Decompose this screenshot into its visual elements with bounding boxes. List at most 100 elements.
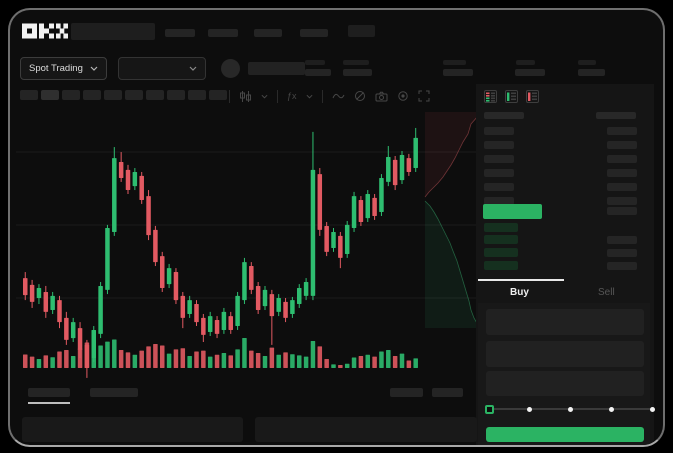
- slider-stop-dot[interactable]: [527, 406, 533, 412]
- timeframe-button[interactable]: [83, 90, 101, 100]
- market-type-selector[interactable]: Spot Trading: [20, 57, 107, 80]
- compare-icon[interactable]: [354, 90, 366, 102]
- ask-amount-placeholder: [607, 197, 637, 205]
- stat-label-placeholder: [343, 60, 369, 65]
- chevron-down-icon: [189, 66, 197, 71]
- stat-value-placeholder: [515, 69, 545, 76]
- bottom-tab-placeholder[interactable]: [90, 388, 138, 397]
- chevron-down-icon: [90, 66, 98, 71]
- timeframe-button[interactable]: [41, 90, 59, 100]
- bid-price-placeholder[interactable]: [484, 261, 518, 270]
- bottom-action-placeholder[interactable]: [432, 388, 463, 397]
- line-wave-icon[interactable]: [332, 91, 345, 101]
- nav-item-placeholder[interactable]: [165, 29, 195, 37]
- stat-value-placeholder: [343, 69, 372, 76]
- ob-header-price-placeholder: [484, 112, 524, 119]
- camera-icon[interactable]: [375, 91, 388, 102]
- ob-header-amount-placeholder: [596, 112, 636, 119]
- stat-label-placeholder: [578, 60, 596, 65]
- stat-label-placeholder: [305, 60, 325, 65]
- nav-item-placeholder[interactable]: [348, 25, 375, 37]
- ask-price-placeholder[interactable]: [484, 169, 514, 177]
- chart-tools: ƒx: [229, 89, 430, 103]
- chevron-down-icon[interactable]: [261, 94, 268, 99]
- bottom-tab-underline: [28, 402, 70, 404]
- tab-buy-label: Buy: [510, 287, 529, 298]
- slider-stop-dot[interactable]: [568, 406, 573, 412]
- stat-label-placeholder: [516, 60, 535, 65]
- last-price-box[interactable]: [483, 204, 542, 219]
- bid-price-placeholder[interactable]: [484, 248, 518, 257]
- volume-bars: [23, 338, 418, 368]
- bid-amount-placeholder: [607, 262, 637, 270]
- timeframe-button[interactable]: [167, 90, 185, 100]
- bottom-action-placeholder[interactable]: [390, 388, 423, 397]
- chevron-down-icon[interactable]: [306, 94, 313, 99]
- ask-amount-placeholder: [607, 141, 637, 149]
- nav-item-placeholder[interactable]: [254, 29, 282, 37]
- book-bids-icon[interactable]: [505, 90, 518, 103]
- candles-icon[interactable]: [239, 90, 252, 103]
- bottom-tab-active-placeholder[interactable]: [28, 388, 70, 397]
- slider-handle[interactable]: [484, 404, 494, 414]
- timeframe-button[interactable]: [209, 90, 227, 100]
- timeframe-button[interactable]: [104, 90, 122, 100]
- amount-input[interactable]: [486, 341, 644, 367]
- timeframe-button[interactable]: [125, 90, 143, 100]
- ask-price-placeholder[interactable]: [484, 127, 514, 135]
- nav-search-placeholder[interactable]: [71, 23, 155, 40]
- okx-logo[interactable]: [22, 23, 68, 39]
- bottom-panel-left: [22, 417, 243, 442]
- ask-amount-placeholder: [607, 183, 637, 191]
- tab-sell-label: Sell: [598, 287, 615, 298]
- bid-price-placeholder[interactable]: [484, 235, 518, 244]
- divider: [229, 89, 230, 103]
- price-input[interactable]: [486, 309, 644, 335]
- timeframe-button[interactable]: [20, 90, 38, 100]
- nav-item-placeholder[interactable]: [300, 29, 328, 37]
- bid-amount-placeholder: [607, 236, 637, 244]
- total-input[interactable]: [486, 371, 644, 396]
- tab-buy[interactable]: Buy: [478, 279, 564, 303]
- ask-price-placeholder[interactable]: [484, 183, 514, 191]
- book-asks-icon[interactable]: [526, 90, 539, 103]
- indicator-fx-icon[interactable]: ƒx: [287, 91, 297, 101]
- app-content: Spot Trading: [10, 10, 663, 445]
- active-tab-underline: [478, 279, 564, 281]
- stat-value-placeholder: [443, 69, 473, 76]
- bid-amount-placeholder: [607, 249, 637, 257]
- slider-stop-dot[interactable]: [608, 406, 614, 412]
- timeframe-button[interactable]: [146, 90, 164, 100]
- ask-price-placeholder[interactable]: [484, 141, 514, 149]
- chart-canvas[interactable]: [10, 10, 663, 445]
- book-all-icon[interactable]: [484, 90, 497, 103]
- tab-sell[interactable]: Sell: [564, 281, 650, 303]
- ask-amount-placeholder: [607, 155, 637, 163]
- slider-stop-dot[interactable]: [649, 406, 655, 412]
- pair-name-placeholder: [248, 62, 305, 75]
- pair-selector-dropdown[interactable]: [118, 57, 206, 80]
- submit-buy-button[interactable]: [486, 427, 644, 442]
- fullscreen-icon[interactable]: [418, 90, 430, 102]
- timeframe-button[interactable]: [62, 90, 80, 100]
- candlestick-chart: [16, 112, 479, 378]
- market-type-label: Spot Trading: [29, 63, 83, 74]
- orderbook-view-modes: [484, 90, 539, 103]
- stat-value-placeholder: [578, 69, 605, 76]
- timeframe-button[interactable]: [188, 90, 206, 100]
- bid-price-placeholder[interactable]: [484, 223, 518, 232]
- ask-amount-placeholder: [607, 127, 637, 135]
- ask-price-placeholder[interactable]: [484, 155, 514, 163]
- divider: [321, 89, 323, 103]
- app-window-frame: Spot Trading: [8, 8, 665, 447]
- ob-amount-placeholder: [607, 207, 637, 215]
- depth-profile: [424, 112, 479, 328]
- stat-value-placeholder: [305, 69, 331, 76]
- settings-gear-icon[interactable]: [397, 90, 409, 102]
- ask-amount-placeholder: [607, 169, 637, 177]
- nav-item-placeholder[interactable]: [208, 29, 238, 37]
- divider: [277, 89, 278, 103]
- ask-price-placeholder[interactable]: [484, 197, 514, 205]
- stat-label-placeholder: [443, 60, 466, 65]
